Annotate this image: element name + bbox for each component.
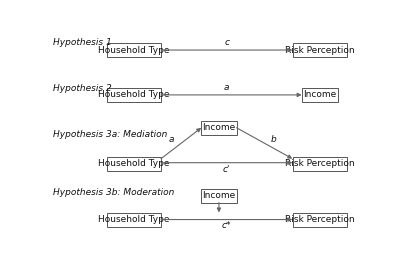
Text: Income: Income [303,90,336,99]
Text: c': c' [223,164,230,174]
Text: a: a [224,83,230,92]
Text: Hypothesis 3a: Mediation: Hypothesis 3a: Mediation [53,130,168,139]
Text: b: b [271,135,277,144]
Text: Household Type: Household Type [98,46,170,55]
FancyBboxPatch shape [292,213,347,227]
FancyBboxPatch shape [106,43,161,57]
FancyBboxPatch shape [106,157,161,171]
FancyBboxPatch shape [106,213,161,227]
Text: Hypothesis 2: Hypothesis 2 [53,84,112,93]
Text: Hypothesis 3b: Moderation: Hypothesis 3b: Moderation [53,188,174,197]
Text: a: a [168,135,174,144]
Text: Hypothesis 1: Hypothesis 1 [53,38,112,47]
FancyBboxPatch shape [292,157,347,171]
FancyBboxPatch shape [292,43,347,57]
Text: c*: c* [222,221,232,230]
FancyBboxPatch shape [201,121,237,135]
Text: Income: Income [202,191,236,200]
Text: Risk Perception: Risk Perception [285,159,354,168]
Text: c: c [224,38,229,47]
FancyBboxPatch shape [201,189,237,203]
Text: Risk Perception: Risk Perception [285,215,354,224]
Text: Household Type: Household Type [98,159,170,168]
Text: Household Type: Household Type [98,90,170,99]
Text: Risk Perception: Risk Perception [285,46,354,55]
FancyBboxPatch shape [106,88,161,102]
FancyBboxPatch shape [302,88,338,102]
Text: Income: Income [202,123,236,132]
Text: Household Type: Household Type [98,215,170,224]
